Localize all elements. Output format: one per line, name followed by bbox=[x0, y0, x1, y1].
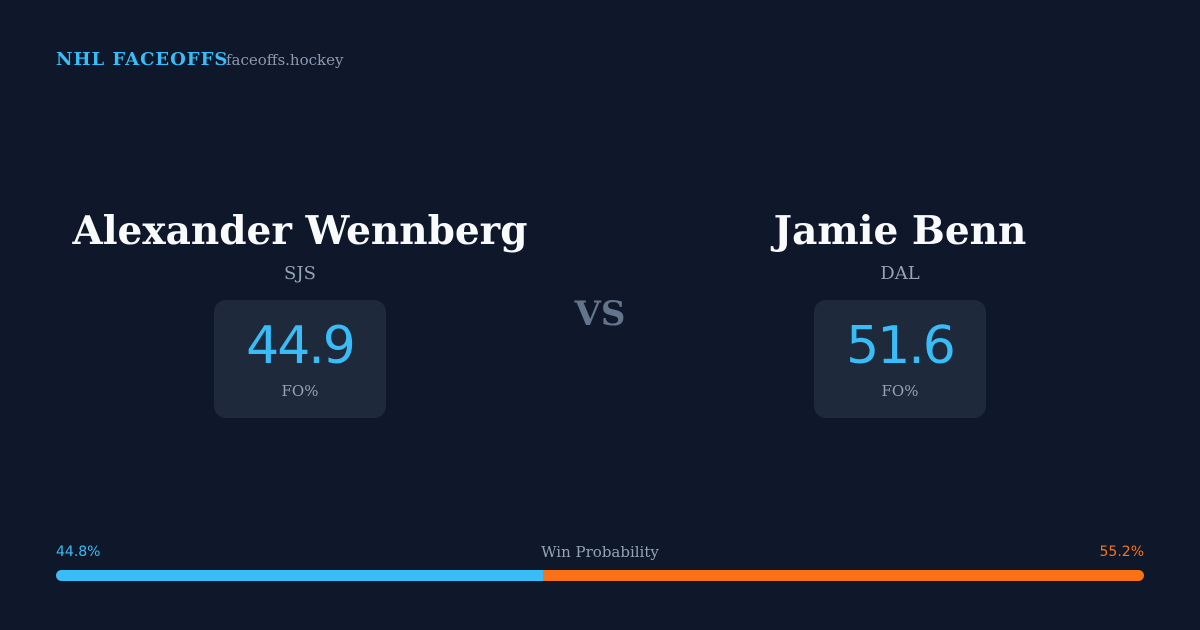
stat-label: FO% bbox=[881, 382, 919, 400]
player-left: Alexander Wennberg SJS 44.9 FO% bbox=[0, 205, 600, 418]
player-name: Alexander Wennberg bbox=[72, 208, 528, 254]
player-right: Jamie Benn DAL 51.6 FO% bbox=[600, 205, 1200, 418]
probability-bar bbox=[56, 570, 1144, 581]
stat-box: 51.6 FO% bbox=[814, 300, 986, 418]
brand: NHL FACEOFFS bbox=[56, 49, 229, 70]
team: DAL bbox=[880, 263, 920, 284]
bar-segment bbox=[543, 570, 1144, 581]
team: SJS bbox=[284, 263, 316, 284]
stat-value: 44.9 bbox=[246, 316, 356, 376]
player-name: Jamie Benn bbox=[773, 208, 1027, 254]
pct-right: 55.2% bbox=[1099, 544, 1144, 560]
win-probability-label: Win Probability bbox=[541, 543, 659, 561]
stat-label: FO% bbox=[281, 382, 319, 400]
stat-box: 44.9 FO% bbox=[214, 300, 386, 418]
bar-segment bbox=[56, 570, 544, 581]
stat-value: 51.6 bbox=[846, 316, 956, 376]
pct-left: 44.8% bbox=[56, 544, 101, 560]
vs: VS bbox=[574, 294, 626, 334]
site: faceoffs.hockey bbox=[226, 51, 344, 69]
